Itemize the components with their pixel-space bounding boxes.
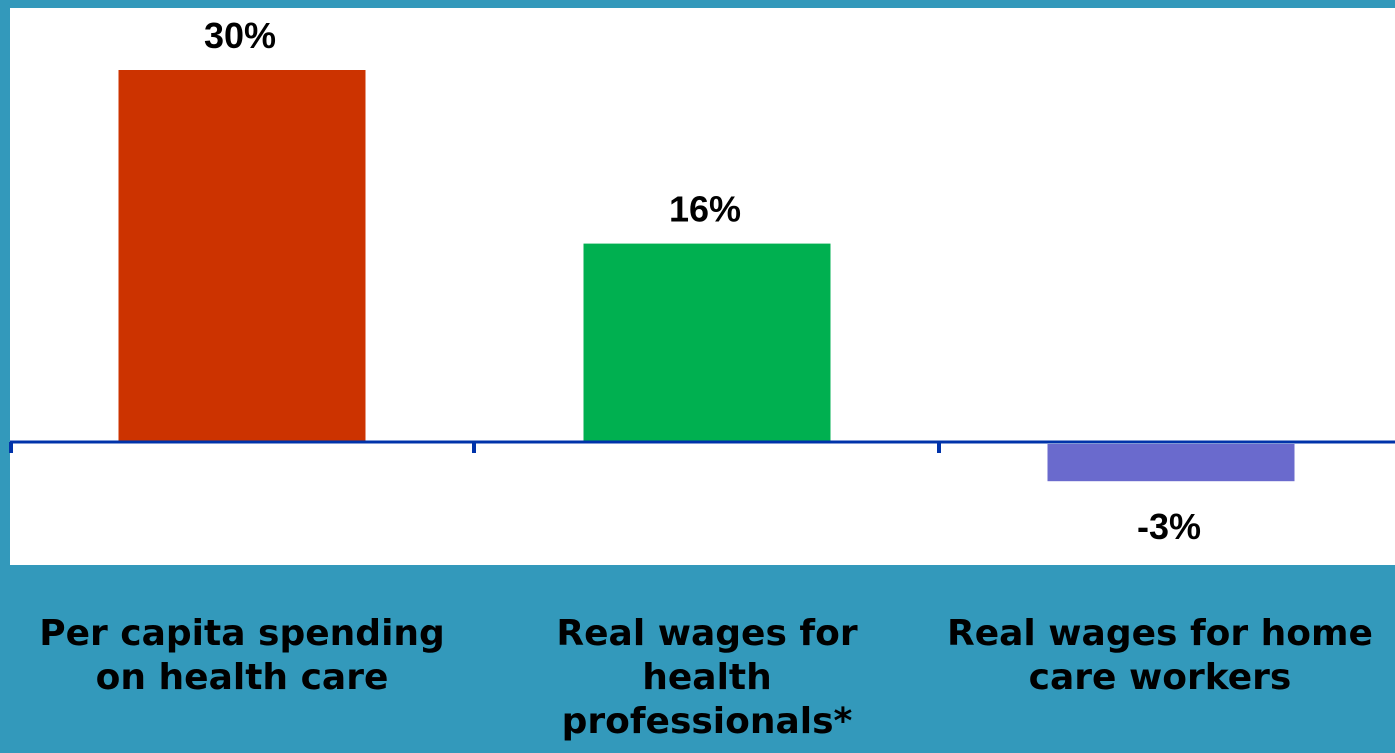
value-labels-layer: 30% 16% -3% xyxy=(204,15,1201,547)
value-label-home-care-workers-wages: -3% xyxy=(1137,506,1201,547)
category-label-per-capita-spending: Per capita spending on health care xyxy=(39,613,445,698)
bar-health-professionals-wages xyxy=(583,243,831,442)
bar-per-capita-spending xyxy=(118,70,366,442)
value-label-health-professionals-wages: 16% xyxy=(669,189,741,230)
bars-layer xyxy=(118,70,1295,482)
x-axis xyxy=(9,440,1395,453)
bar-home-care-workers-wages xyxy=(1047,444,1295,482)
category-label-health-professionals-wages: Real wages for health professionals* xyxy=(556,613,858,742)
category-label-home-care-workers-wages: Real wages for home care workers xyxy=(947,613,1373,698)
x-axis-ticks xyxy=(9,442,941,453)
value-label-per-capita-spending: 30% xyxy=(204,15,276,56)
